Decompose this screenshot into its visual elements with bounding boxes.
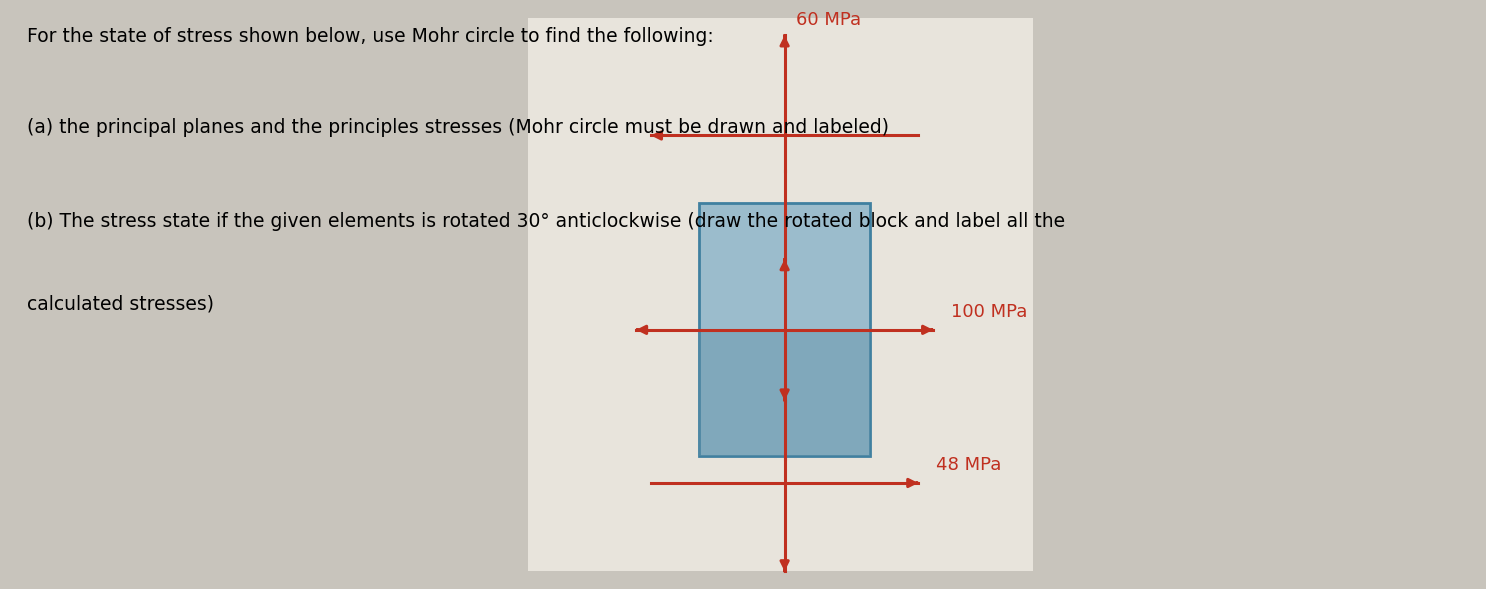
Text: 48 MPa: 48 MPa	[936, 456, 1002, 474]
Text: calculated stresses): calculated stresses)	[27, 294, 214, 313]
Bar	[528, 18, 1033, 571]
Text: (a) the principal planes and the principles stresses (Mohr circle must be drawn : (a) the principal planes and the princip…	[27, 118, 889, 137]
Bar	[700, 330, 871, 456]
Bar	[700, 203, 871, 456]
Text: 100 MPa: 100 MPa	[951, 303, 1027, 321]
Text: For the state of stress shown below, use Mohr circle to find the following:: For the state of stress shown below, use…	[27, 27, 713, 45]
Text: 60 MPa: 60 MPa	[796, 11, 862, 29]
Text: (b) The stress state if the given elements is rotated 30° anticlockwise (draw th: (b) The stress state if the given elemen…	[27, 212, 1065, 231]
